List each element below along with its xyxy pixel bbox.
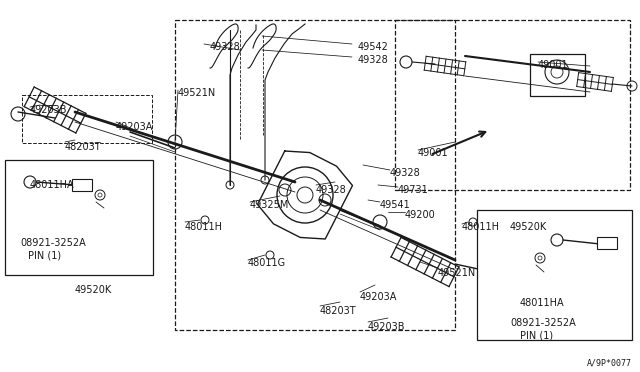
Text: 48011H: 48011H bbox=[462, 222, 500, 232]
Text: 49203B: 49203B bbox=[368, 322, 406, 332]
Text: 49520K: 49520K bbox=[75, 285, 112, 295]
Bar bbox=[597, 237, 617, 249]
Text: 49001: 49001 bbox=[538, 60, 568, 70]
Bar bbox=[395, 20, 630, 190]
Circle shape bbox=[538, 256, 542, 260]
Bar bbox=[5, 160, 153, 275]
Text: 48011HA: 48011HA bbox=[30, 180, 75, 190]
Text: 49731: 49731 bbox=[398, 185, 429, 195]
Text: 49200: 49200 bbox=[405, 210, 436, 220]
Text: 49328: 49328 bbox=[210, 42, 241, 52]
Text: 49001: 49001 bbox=[418, 148, 449, 158]
Circle shape bbox=[95, 190, 105, 200]
Text: 48203T: 48203T bbox=[320, 306, 356, 316]
Circle shape bbox=[551, 234, 563, 246]
Text: 49521N: 49521N bbox=[438, 268, 476, 278]
Text: 49521N: 49521N bbox=[178, 88, 216, 98]
Text: PIN (1): PIN (1) bbox=[520, 330, 553, 340]
Text: 49520K: 49520K bbox=[510, 222, 547, 232]
Bar bbox=[72, 179, 92, 191]
Text: 49203A: 49203A bbox=[360, 292, 397, 302]
Text: 08921-3252A: 08921-3252A bbox=[20, 238, 86, 248]
Text: 48203T: 48203T bbox=[65, 142, 102, 152]
Text: 49325M: 49325M bbox=[250, 200, 289, 210]
Bar bbox=[175, 20, 455, 330]
Text: 48011HA: 48011HA bbox=[520, 298, 564, 308]
Circle shape bbox=[535, 253, 545, 263]
Bar bbox=[477, 210, 632, 340]
Text: A/9P*0077: A/9P*0077 bbox=[587, 358, 632, 367]
Text: 49328: 49328 bbox=[316, 185, 347, 195]
Text: 49328: 49328 bbox=[390, 168, 420, 178]
Text: 49203B: 49203B bbox=[30, 105, 67, 115]
Text: 49203A: 49203A bbox=[116, 122, 154, 132]
Bar bbox=[22, 95, 152, 143]
Text: PIN (1): PIN (1) bbox=[28, 250, 61, 260]
Text: 08921-3252A: 08921-3252A bbox=[510, 318, 576, 328]
Circle shape bbox=[98, 193, 102, 197]
Text: 49542: 49542 bbox=[358, 42, 389, 52]
Text: 49328: 49328 bbox=[358, 55, 388, 65]
Bar bbox=[530, 54, 585, 96]
Circle shape bbox=[24, 176, 36, 188]
Text: 48011H: 48011H bbox=[185, 222, 223, 232]
Text: 49541: 49541 bbox=[380, 200, 411, 210]
Text: 48011G: 48011G bbox=[248, 258, 286, 268]
